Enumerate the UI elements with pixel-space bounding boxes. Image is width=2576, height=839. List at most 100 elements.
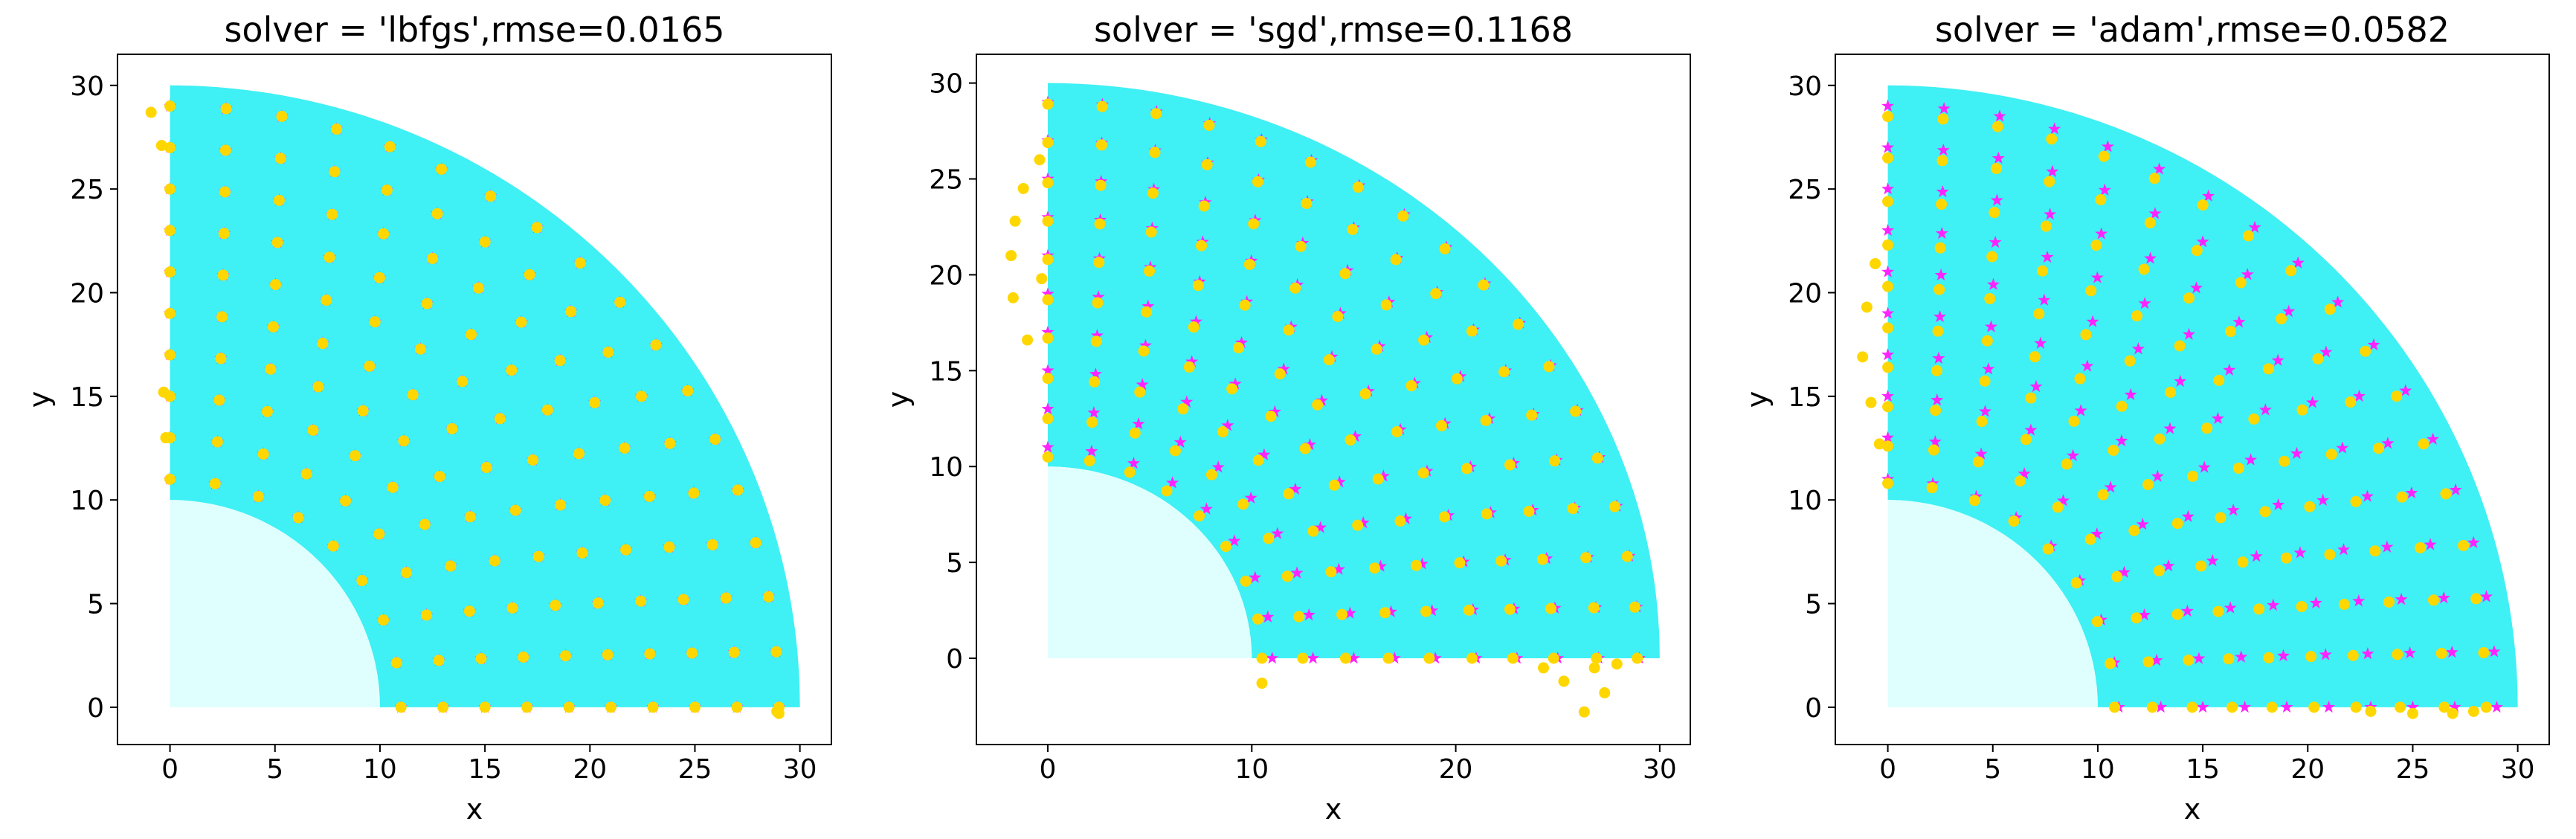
predicted-point <box>446 422 458 434</box>
target-point <box>2352 594 2366 607</box>
predicted-point <box>1570 405 1582 417</box>
predicted-point <box>2392 649 2403 660</box>
predicted-point <box>1936 155 1948 167</box>
predicted-point <box>2187 470 2199 482</box>
predicted-point <box>1252 454 1264 466</box>
predicted-point <box>2105 658 2116 669</box>
predicted-point <box>2191 245 2203 257</box>
target-point <box>2488 645 2501 658</box>
predicted-point <box>506 364 518 376</box>
target-point <box>2319 648 2332 660</box>
predicted-point <box>2020 434 2032 446</box>
predicted-point <box>1345 434 1356 446</box>
predicted-point <box>2312 353 2324 364</box>
predicted-point <box>1095 139 1107 151</box>
x-tick-label: 20 <box>2290 754 2325 785</box>
x-tick-label: 0 <box>1040 754 1057 785</box>
target-point <box>2316 493 2330 507</box>
predicted-point <box>463 605 475 617</box>
predicted-point <box>164 473 176 485</box>
predicted-point <box>1339 652 1351 664</box>
predicted-point <box>326 208 338 220</box>
predicted-point <box>1865 396 1877 408</box>
target-point <box>2258 403 2272 416</box>
target-point <box>1982 362 1995 375</box>
predicted-point <box>1861 301 1873 313</box>
predicted-point <box>219 186 231 198</box>
predicted-point <box>731 701 743 713</box>
predicted-point <box>1248 218 1260 230</box>
target-point <box>1356 515 1370 529</box>
target-point <box>2029 379 2043 393</box>
target-point <box>1399 512 1413 524</box>
target-point <box>1127 457 1141 469</box>
target-point <box>2331 295 2345 308</box>
predicted-point <box>1932 325 1944 337</box>
predicted-point <box>2144 217 2156 229</box>
predicted-point <box>1405 380 1417 392</box>
x-tick-label: 20 <box>1439 754 1473 785</box>
x-tick-label: 0 <box>161 754 178 785</box>
target-point <box>1185 355 1199 367</box>
target-point <box>1041 325 1054 338</box>
predicted-point <box>2253 603 2265 615</box>
target-point <box>2437 591 2450 604</box>
target-point <box>2336 441 2349 454</box>
predicted-point <box>219 144 231 156</box>
predicted-point <box>1591 452 1603 464</box>
predicted-point <box>1397 210 1409 222</box>
predicted-point <box>762 591 774 602</box>
x-axis-label: x <box>466 793 483 826</box>
predicted-point <box>1461 463 1472 475</box>
predicted-point <box>2142 479 2154 491</box>
predicted-point <box>1371 343 1382 355</box>
predicted-point <box>2406 707 2418 719</box>
target-point <box>1928 435 1942 448</box>
target-point <box>1881 389 1895 402</box>
predicted-point <box>1129 427 1141 439</box>
predicted-point <box>2029 351 2041 363</box>
predicted-point <box>2435 647 2447 659</box>
predicted-point <box>464 511 476 523</box>
target-point <box>2104 480 2117 493</box>
predicted-point <box>1083 455 1095 467</box>
target-point <box>1931 393 1944 406</box>
x-tick-label: 20 <box>573 754 607 785</box>
predicted-point <box>2347 649 2359 661</box>
predicted-point <box>1252 176 1263 187</box>
target-point <box>2405 486 2418 499</box>
y-axis-label: y <box>882 391 915 408</box>
target-point <box>2041 250 2054 263</box>
target-point <box>2101 140 2114 152</box>
target-point <box>1166 476 1179 489</box>
predicted-point <box>1256 652 1268 664</box>
target-point <box>1348 429 1362 443</box>
target-point <box>2136 518 2149 530</box>
predicted-point <box>2111 570 2123 582</box>
predicted-point <box>1090 335 1102 347</box>
predicted-point <box>2014 475 2026 487</box>
y-tick-label: 25 <box>1788 175 1822 205</box>
predicted-point <box>1882 239 1894 251</box>
predicted-point <box>357 405 369 417</box>
target-point <box>1315 393 1329 406</box>
predicted-point <box>218 228 230 240</box>
target-point <box>2180 604 2194 617</box>
x-tick-label: 0 <box>1879 754 1896 785</box>
predicted-point <box>555 499 567 511</box>
predicted-point <box>1307 525 1319 537</box>
predicted-point <box>1882 361 1894 373</box>
target-point <box>2117 565 2131 578</box>
predicted-point <box>1882 111 1894 123</box>
target-point <box>2024 423 2038 436</box>
predicted-point <box>1549 455 1561 467</box>
predicted-point <box>1297 652 1309 664</box>
predicted-point <box>2197 199 2209 211</box>
predicted-point <box>1989 207 2000 219</box>
predicted-point <box>2308 701 2320 713</box>
target-point <box>2174 374 2187 388</box>
predicted-point <box>273 194 285 206</box>
target-point <box>1261 610 1275 623</box>
predicted-point <box>2296 600 2308 612</box>
predicted-point <box>2037 265 2049 277</box>
